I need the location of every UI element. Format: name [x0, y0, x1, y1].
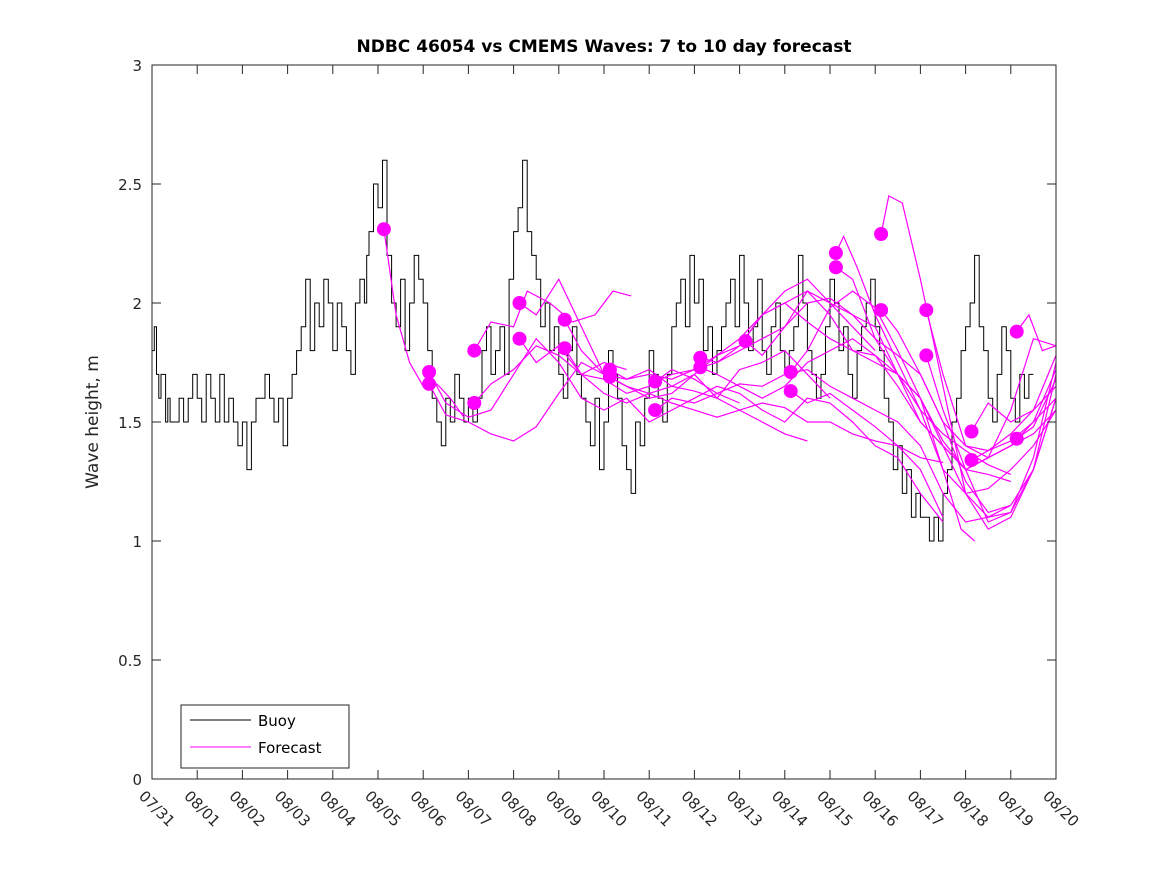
forecast-line-19 — [835, 234, 975, 542]
forecast-start-marker — [557, 312, 572, 327]
y-tick-label: 0 — [132, 771, 142, 789]
y-tick-label: 3 — [132, 57, 142, 75]
legend-box — [180, 704, 350, 769]
forecast-start-marker — [738, 334, 753, 349]
forecast-line-11 — [609, 376, 944, 464]
forecast-line-7 — [519, 338, 740, 404]
forecast-start-marker — [1009, 324, 1024, 339]
forecast-line-10 — [609, 302, 1012, 475]
legend: Buoy Forecast — [180, 704, 350, 769]
forecast-line-2 — [428, 337, 944, 523]
forecast-start-marker — [422, 376, 437, 391]
forecast-start-marker — [783, 365, 798, 379]
y-tick-label: 1.5 — [118, 414, 142, 432]
forecast-line-24 — [925, 355, 1057, 523]
forecast-start-marker — [512, 296, 527, 310]
forecast-start-marker — [919, 348, 934, 363]
buoy-series — [152, 159, 1034, 542]
forecast-start-marker — [828, 246, 843, 260]
forecast-line-25 — [970, 355, 1057, 432]
legend-buoy-label: Buoy — [258, 712, 296, 730]
legend-forecast-label: Forecast — [258, 739, 322, 757]
buoy-line — [152, 159, 1034, 542]
y-tick-label: 2.5 — [118, 176, 142, 194]
forecast-start-markers — [376, 222, 1024, 468]
chart-title: NDBC 46054 vs CMEMS Waves: 7 to 10 day f… — [357, 37, 852, 57]
forecast-start-marker — [874, 303, 889, 318]
forecast-start-marker — [376, 222, 391, 237]
forecast-start-marker — [557, 341, 572, 356]
y-tick-label: 2 — [132, 295, 142, 313]
forecast-line-23 — [925, 309, 1057, 459]
forecast-start-marker — [467, 396, 482, 410]
forecast-line-22 — [880, 309, 1057, 514]
forecast-line-13 — [654, 368, 1012, 523]
forecast-start-marker — [422, 365, 437, 379]
forecast-line-9 — [564, 347, 831, 404]
forecast-start-marker — [919, 303, 934, 318]
forecast-start-marker — [874, 227, 889, 241]
forecast-start-marker — [648, 403, 663, 418]
y-axis: 0 0.5 1 1.5 2 2.5 3 — [118, 57, 1056, 789]
y-axis-label: Wave height, m — [83, 355, 103, 489]
forecast-start-marker — [512, 331, 527, 346]
y-tick-label: 1 — [132, 533, 142, 551]
forecast-start-marker — [828, 260, 843, 275]
forecast-start-marker — [783, 384, 798, 399]
forecast-start-marker — [1009, 431, 1024, 446]
forecast-start-marker — [693, 360, 708, 375]
forecast-start-marker — [467, 343, 482, 358]
forecast-line-4 — [473, 345, 627, 404]
forecast-start-marker — [602, 369, 617, 384]
forecast-start-marker — [648, 374, 663, 389]
y-tick-label: 0.5 — [118, 652, 142, 670]
forecast-line-18 — [790, 390, 944, 518]
forecast-start-marker — [964, 453, 979, 468]
forecast-line-3 — [428, 361, 605, 442]
forecast-start-marker — [693, 350, 708, 365]
forecast-line-5 — [473, 290, 632, 351]
forecast-line-27 — [1016, 313, 1057, 352]
forecast-start-marker — [964, 424, 979, 439]
